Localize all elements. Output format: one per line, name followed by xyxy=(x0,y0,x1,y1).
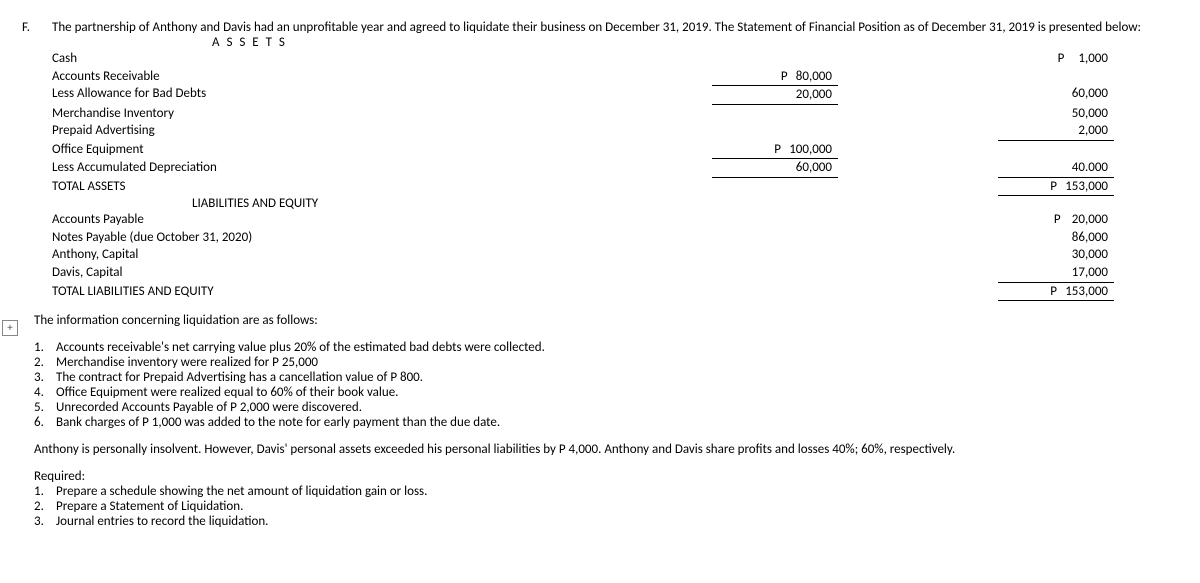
required-heading: Required: xyxy=(34,469,1170,484)
label-cash: Cash xyxy=(52,50,712,68)
value-ar-net: 60,000 xyxy=(998,85,1114,105)
required-item-3: 3.Journal entries to record the liquidat… xyxy=(34,514,1170,529)
row-prepaid: Prepaid Advertising 2,000 xyxy=(52,122,1170,141)
label-total-assets: TOTAL ASSETS xyxy=(52,178,712,197)
solvency-text: Anthony is personally insolvent. However… xyxy=(34,442,1170,457)
label-ar: Accounts Receivable xyxy=(52,68,712,86)
row-inventory: Merchandise Inventory 50,000 xyxy=(52,105,1170,123)
value-prepaid: 2,000 xyxy=(998,122,1114,141)
row-bad-debts: Less Allowance for Bad Debts 20,000 60,0… xyxy=(52,85,1170,105)
value-total-liab: P 153,000 xyxy=(998,283,1114,302)
info-list: 1.Accounts receivable's net carrying val… xyxy=(34,340,1170,430)
info-item-4: 4.Office Equipment were realized equal t… xyxy=(34,385,1170,400)
info-item-1: 1.Accounts receivable's net carrying val… xyxy=(34,340,1170,355)
value-davis: 17,000 xyxy=(998,264,1114,283)
value-equipment-gross: P 100,000 xyxy=(712,141,838,160)
content-body: The partnership of Anthony and Davis had… xyxy=(52,20,1170,301)
info-item-3: 3.The contract for Prepaid Advertising h… xyxy=(34,370,1170,385)
label-np: Notes Payable (due October 31, 2020) xyxy=(52,229,712,247)
liabilities-heading: LIABILITIES AND EQUITY xyxy=(192,196,1170,211)
row-np: Notes Payable (due October 31, 2020) 86,… xyxy=(52,229,1170,247)
row-ar: Accounts Receivable P 80,000 xyxy=(52,68,1170,86)
label-ap: Accounts Payable xyxy=(52,211,712,229)
label-total-liab: TOTAL LIABILITIES AND EQUITY xyxy=(52,283,712,302)
label-depr: Less Accumulated Depreciation xyxy=(52,159,712,178)
row-total-assets: TOTAL ASSETS P 153,000 xyxy=(52,178,1170,197)
value-np: 86,000 xyxy=(998,229,1114,247)
info-heading: The information concerning liquidation a… xyxy=(34,313,1170,328)
expand-icon[interactable]: + xyxy=(2,320,18,336)
value-cash: P 1,000 xyxy=(998,50,1114,68)
required-item-1: 1.Prepare a schedule showing the net amo… xyxy=(34,484,1170,499)
label-anthony: Anthony, Capital xyxy=(52,246,712,264)
label-davis: Davis, Capital xyxy=(52,264,712,283)
row-anthony: Anthony, Capital 30,000 xyxy=(52,246,1170,264)
row-cash: Cash P 1,000 xyxy=(52,50,1170,68)
row-ap: Accounts Payable P 20,000 xyxy=(52,211,1170,229)
assets-heading: A S S E T S xyxy=(212,35,1170,50)
required-item-2: 2.Prepare a Statement of Liquidation. xyxy=(34,499,1170,514)
value-ap: P 20,000 xyxy=(998,211,1114,229)
value-bad-debts: 20,000 xyxy=(712,85,838,105)
info-item-6: 6.Bank charges of P 1,000 was added to t… xyxy=(34,415,1170,430)
row-davis: Davis, Capital 17,000 xyxy=(52,264,1170,283)
label-bad-debts: Less Allowance for Bad Debts xyxy=(52,85,712,105)
value-anthony: 30,000 xyxy=(998,246,1114,264)
label-equipment: Office Equipment xyxy=(52,141,712,160)
value-equipment-net: 40.000 xyxy=(998,159,1114,178)
intro-text: The partnership of Anthony and Davis had… xyxy=(52,20,1170,35)
value-inventory: 50,000 xyxy=(998,105,1114,123)
section-letter: F. xyxy=(22,20,30,35)
info-item-5: 5.Unrecorded Accounts Payable of P 2,000… xyxy=(34,400,1170,415)
value-total-assets: P 153,000 xyxy=(998,178,1114,197)
row-equipment: Office Equipment P 100,000 xyxy=(52,141,1170,160)
value-depr: 60,000 xyxy=(712,159,838,178)
value-ar-gross: P 80,000 xyxy=(712,68,838,86)
required-list: 1.Prepare a schedule showing the net amo… xyxy=(34,484,1170,529)
row-total-liab: TOTAL LIABILITIES AND EQUITY P 153,000 xyxy=(52,283,1170,302)
page: + F. The partnership of Anthony and Davi… xyxy=(30,20,1170,529)
info-item-2: 2.Merchandise inventory were realized fo… xyxy=(34,355,1170,370)
label-inventory: Merchandise Inventory xyxy=(52,105,712,123)
label-prepaid: Prepaid Advertising xyxy=(52,122,712,141)
row-depr: Less Accumulated Depreciation 60,000 40.… xyxy=(52,159,1170,178)
